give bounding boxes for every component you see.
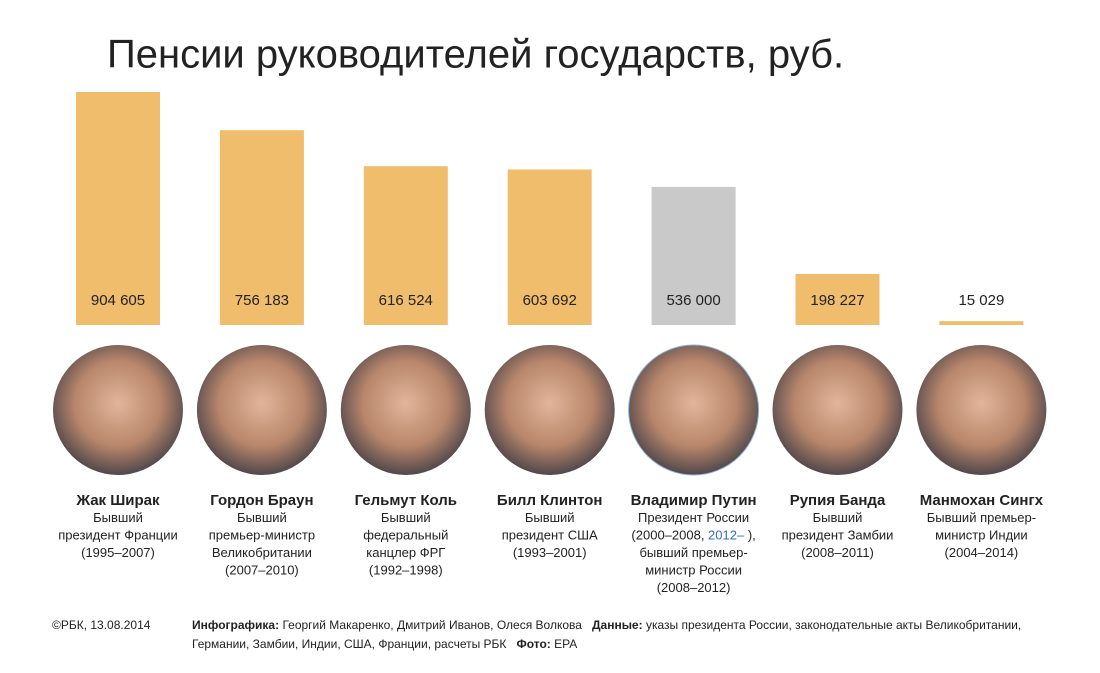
person-description: федеральный (363, 528, 448, 543)
value-label: 536 000 (666, 292, 720, 309)
chart-title: Пенсии руководителей государств, руб. (107, 33, 844, 77)
person-description: Бывший (525, 510, 575, 525)
person-name: Рупия Банда (790, 492, 886, 509)
copyright: ©РБК, 13.08.2014 (52, 618, 151, 632)
person-description: (1995–2007) (81, 545, 155, 560)
description-part: (2008–2011) (801, 545, 874, 560)
description-part: 2012– (708, 528, 745, 543)
credit-text: EPA (550, 637, 578, 651)
description-part: Великобритании (212, 545, 312, 560)
description-part: президент США (502, 528, 598, 543)
value-label: 616 524 (379, 292, 433, 309)
photo (340, 345, 471, 475)
bar (939, 321, 1024, 325)
person-description: министр Индии (935, 528, 1028, 543)
person-description: канцлер ФРГ (366, 545, 445, 560)
description-part: канцлер ФРГ (366, 545, 445, 560)
person-name: Манмохан Сингх (920, 492, 1044, 509)
person-name: Гордон Браун (210, 492, 313, 509)
value-label: 756 183 (235, 292, 289, 309)
description-part: ), (744, 528, 756, 543)
photo (484, 345, 615, 475)
description-part: премьер-министр (209, 528, 315, 543)
person-description: президент США (502, 528, 598, 543)
description-part: бывший премьер- (639, 545, 747, 560)
description-part: Бывший (93, 510, 143, 525)
description-part: Бывший (813, 510, 863, 525)
person-description: премьер-министр (209, 528, 315, 543)
bar (507, 169, 592, 325)
credit-label: Данные: (591, 618, 643, 632)
bar (363, 166, 448, 325)
credits: Инфографика: Георгий Макаренко, Дмитрий … (192, 616, 1062, 654)
person-description: (2008–2011) (801, 545, 874, 560)
photo (53, 345, 183, 475)
person-description: Бывший (813, 510, 863, 525)
bar (795, 273, 880, 325)
description-part: президент Замбии (782, 528, 894, 543)
description-part: Бывший (525, 510, 575, 525)
description-part: министр России (645, 563, 742, 578)
photo (916, 345, 1047, 475)
description-part: (2004–2014) (945, 545, 1019, 560)
description-part: (2008–2012) (657, 580, 731, 595)
description-part: Президент России (638, 510, 749, 525)
description-part: (1993–2001) (513, 545, 587, 560)
credit-text: указы президента России, законодательные… (192, 618, 1022, 651)
person-description: президент Замбии (782, 528, 894, 543)
credit-text: Георгий Макаренко, Дмитрий Иванов, Олеся… (279, 618, 582, 632)
person-description: (2008–2012) (657, 580, 731, 595)
person-description: Бывший (237, 510, 287, 525)
person-description: (2004–2014) (945, 545, 1019, 560)
person-description: бывший премьер- (639, 545, 747, 560)
photo (772, 345, 903, 475)
person-description: (2000–2008, 2012– ), (631, 528, 755, 543)
description-part: федеральный (363, 528, 448, 543)
person-name: Владимир Путин (631, 492, 757, 509)
description-part: Бывший (381, 510, 431, 525)
value-label: 15 029 (958, 292, 1004, 309)
bar (219, 130, 304, 325)
person-description: Бывший (381, 510, 431, 525)
person-description: Президент России (638, 510, 749, 525)
description-part: Бывший (237, 510, 287, 525)
person-description: президент Франции (58, 528, 178, 543)
person-description: Бывший премьер- (927, 510, 1036, 525)
value-label: 603 692 (523, 292, 577, 309)
description-part: министр Индии (935, 528, 1028, 543)
description-part: (2007–2010) (225, 563, 299, 578)
photo (196, 345, 327, 475)
person-description: министр России (645, 563, 742, 578)
photo (628, 344, 760, 476)
credit-label: Инфографика: (192, 618, 280, 632)
value-label: 198 227 (810, 292, 864, 309)
description-part: Бывший премьер- (927, 510, 1036, 525)
person-description: (1993–2001) (513, 545, 587, 560)
description-part: (1992–1998) (369, 563, 443, 578)
person-name: Гельмут Коль (355, 492, 457, 509)
description-part: президент Франции (58, 528, 178, 543)
person-name: Жак Ширак (75, 492, 160, 509)
person-name: Билл Клинтон (497, 492, 603, 509)
credit-label: Фото: (516, 637, 551, 651)
bar (76, 92, 160, 325)
person-description: Бывший (93, 510, 143, 525)
bar (651, 186, 736, 325)
value-label: 904 605 (91, 292, 145, 309)
description-part: (2000–2008, (631, 528, 708, 543)
person-description: Великобритании (212, 545, 312, 560)
person-description: (1992–1998) (369, 563, 443, 578)
description-part: (1995–2007) (81, 545, 155, 560)
person-description: (2007–2010) (225, 563, 299, 578)
